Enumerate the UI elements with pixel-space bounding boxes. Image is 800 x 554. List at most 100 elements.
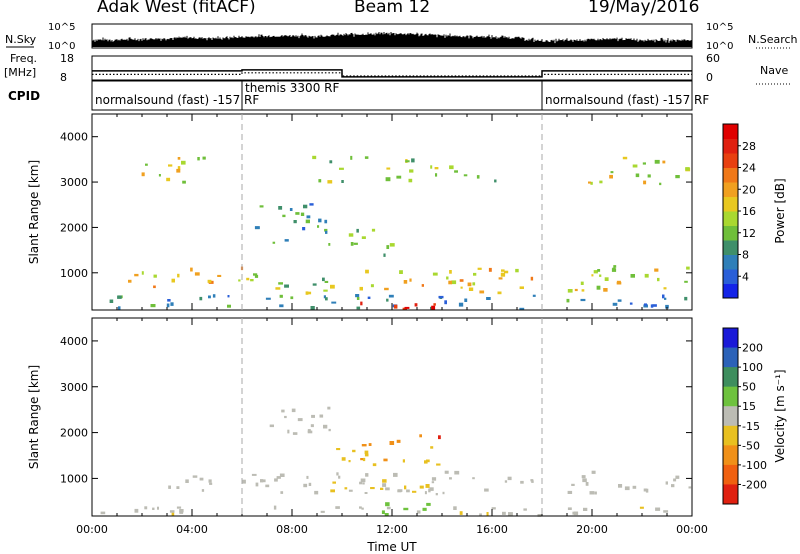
power-cell <box>323 295 326 299</box>
beam-title: Beam 12 <box>354 0 431 17</box>
velocity-colorbar-label-4: -15 <box>742 420 760 433</box>
velocity-cell <box>171 512 175 516</box>
power-cell <box>519 286 524 289</box>
velocity-colorbar-segment-7 <box>723 464 738 485</box>
velocity-cell <box>426 459 430 463</box>
power-cell <box>414 303 418 307</box>
power-cell <box>603 288 608 292</box>
power-cell <box>279 294 283 298</box>
velocity-cell <box>416 510 421 514</box>
power-cell <box>581 289 585 292</box>
power-cell <box>134 273 139 277</box>
power-cell <box>449 165 454 170</box>
power-colorbar-label-4: 20 <box>742 183 756 196</box>
velocity-cell <box>297 418 303 422</box>
power-cell <box>454 170 458 173</box>
power-cell <box>386 167 391 170</box>
velocity-cell <box>284 415 287 419</box>
velocity-cell <box>287 429 290 434</box>
velocity-cell <box>303 483 308 488</box>
velocity-cell <box>594 491 597 495</box>
power-panel-frame <box>91 113 693 311</box>
velocity-colorbar-label-3: 15 <box>742 400 756 413</box>
velocity-cell <box>330 489 335 493</box>
velocity-cell <box>176 506 182 509</box>
power-cell <box>444 300 447 305</box>
power-cell <box>302 227 306 231</box>
power-cell <box>659 182 662 186</box>
power-cell <box>328 243 331 246</box>
power-cell <box>675 175 680 179</box>
velocity-cell <box>504 480 508 483</box>
velocity-cell <box>591 470 596 474</box>
power-cell <box>629 302 633 305</box>
power-cell <box>599 274 602 277</box>
velocity-cell <box>251 473 257 476</box>
power-cell <box>272 241 276 244</box>
velocity-cell <box>348 489 353 492</box>
power-cell <box>208 295 211 299</box>
velocity-cell <box>341 457 346 461</box>
cpid-segment-0: normalsound (fast) -157 RF <box>95 93 259 107</box>
power-cell <box>197 157 200 161</box>
power-colorbar-segment-1 <box>723 269 738 284</box>
velocity-cell <box>671 484 675 488</box>
power-cell <box>657 277 660 282</box>
power-cell <box>405 160 410 163</box>
velocity-cell <box>431 481 435 484</box>
velocity-cell <box>364 450 369 455</box>
noise-right-tick-top: 10^5 <box>706 22 733 33</box>
power-cell <box>685 167 690 171</box>
power-cell <box>150 304 156 308</box>
velocity-ytick-label-3: 4000 <box>60 335 88 348</box>
power-ytick-label-3: 4000 <box>60 131 88 144</box>
power-cell <box>632 164 638 168</box>
time-axis-label-0: 00:00 <box>76 523 108 536</box>
power-cell <box>308 291 312 295</box>
power-cell <box>663 287 667 290</box>
power-cell <box>580 281 584 285</box>
velocity-cell <box>291 408 296 413</box>
power-cell <box>312 283 317 286</box>
power-cell <box>609 174 613 179</box>
velocity-cell <box>362 482 365 485</box>
velocity-cell <box>675 475 680 479</box>
power-cell <box>312 155 317 160</box>
power-cell <box>367 296 371 299</box>
power-colorbar-segment-0 <box>723 283 738 299</box>
power-cell <box>588 181 591 184</box>
velocity-cell <box>308 482 312 486</box>
power-cell <box>246 277 250 281</box>
power-cell <box>468 287 474 291</box>
velocity-cell <box>520 480 524 484</box>
power-colorbar-segment-3 <box>723 240 738 255</box>
power-heatmap-data <box>109 155 691 311</box>
velocity-cell <box>292 432 298 435</box>
velocity-cell <box>320 510 325 513</box>
power-cell <box>613 265 617 268</box>
freq-left-unit: [MHz] <box>4 66 36 79</box>
power-cell <box>432 272 438 276</box>
power-cell <box>644 273 649 278</box>
velocity-cell <box>645 488 649 493</box>
power-cell <box>396 175 402 179</box>
velocity-cell <box>491 507 496 510</box>
velocity-cell <box>280 491 284 494</box>
power-cell <box>435 173 438 177</box>
power-cell <box>580 298 586 302</box>
power-cell <box>177 166 181 170</box>
power-cell <box>199 296 203 301</box>
velocity-cell <box>157 506 159 510</box>
power-cell <box>317 225 320 228</box>
velocity-cell <box>422 507 427 511</box>
velocity-colorbar-label-6: -100 <box>742 459 767 472</box>
power-cell <box>275 287 281 290</box>
power-cell <box>497 291 502 295</box>
power-cell <box>300 212 305 216</box>
velocity-cell <box>419 434 422 438</box>
velocity-cell <box>479 513 482 517</box>
velocity-cell <box>531 480 534 483</box>
velocity-cell <box>279 473 285 477</box>
power-cell <box>566 298 570 303</box>
station-title: Adak West (fitACF) <box>97 0 256 17</box>
